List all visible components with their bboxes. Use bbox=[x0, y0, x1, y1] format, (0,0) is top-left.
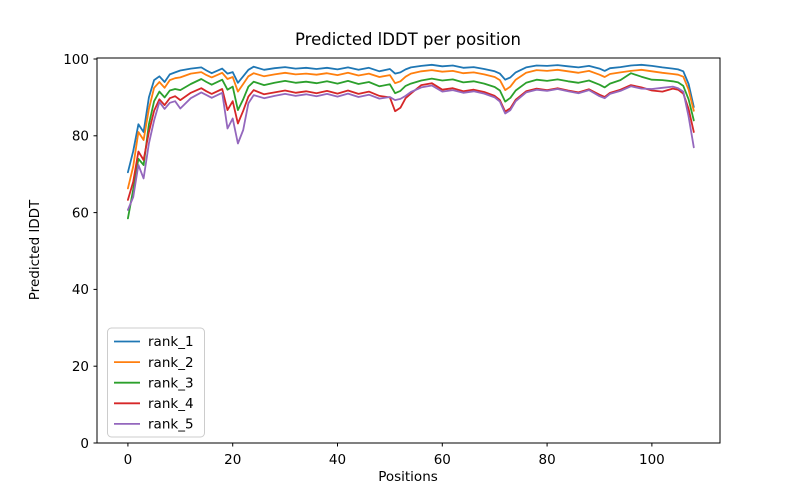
y-tick-label: 100 bbox=[63, 52, 89, 68]
legend-box bbox=[107, 327, 205, 438]
legend-label-rank_5: rank_5 bbox=[148, 417, 194, 433]
series-line-rank_1 bbox=[127, 63, 695, 174]
legend-entry-rank_2: rank_2 bbox=[114, 355, 194, 371]
x-tick-label: 0 bbox=[124, 452, 133, 468]
x-tick-label: 40 bbox=[329, 452, 346, 468]
y-tick-label: 60 bbox=[72, 205, 89, 221]
legend-label-rank_3: rank_3 bbox=[148, 375, 194, 391]
x-tick-label: 60 bbox=[434, 452, 451, 468]
x-tick-label: 80 bbox=[538, 452, 555, 468]
chart-title: Predicted lDDT per position bbox=[295, 30, 521, 49]
series-line-rank_3 bbox=[127, 72, 695, 220]
series-line-rank_4 bbox=[127, 82, 695, 201]
legend-label-rank_2: rank_2 bbox=[148, 355, 194, 371]
x-tick-label: 20 bbox=[224, 452, 241, 468]
x-tick-label: 100 bbox=[639, 452, 665, 468]
legend-label-rank_4: rank_4 bbox=[148, 396, 194, 412]
legend-entry-rank_3: rank_3 bbox=[114, 375, 194, 391]
legend-entry-rank_1: rank_1 bbox=[114, 334, 194, 350]
series-line-rank_5 bbox=[127, 84, 695, 211]
legend-entry-rank_4: rank_4 bbox=[114, 396, 194, 412]
series-line-rank_2 bbox=[127, 68, 695, 190]
y-axis-label: Predicted lDDT bbox=[27, 199, 43, 300]
y-tick-label: 80 bbox=[72, 129, 89, 145]
y-tick-label: 20 bbox=[72, 359, 89, 375]
x-axis-label: Positions bbox=[378, 469, 438, 485]
legend-entry-rank_5: rank_5 bbox=[114, 417, 194, 433]
y-tick-label: 40 bbox=[72, 282, 89, 298]
legend-label-rank_1: rank_1 bbox=[148, 334, 194, 350]
y-tick-label: 0 bbox=[80, 436, 89, 452]
